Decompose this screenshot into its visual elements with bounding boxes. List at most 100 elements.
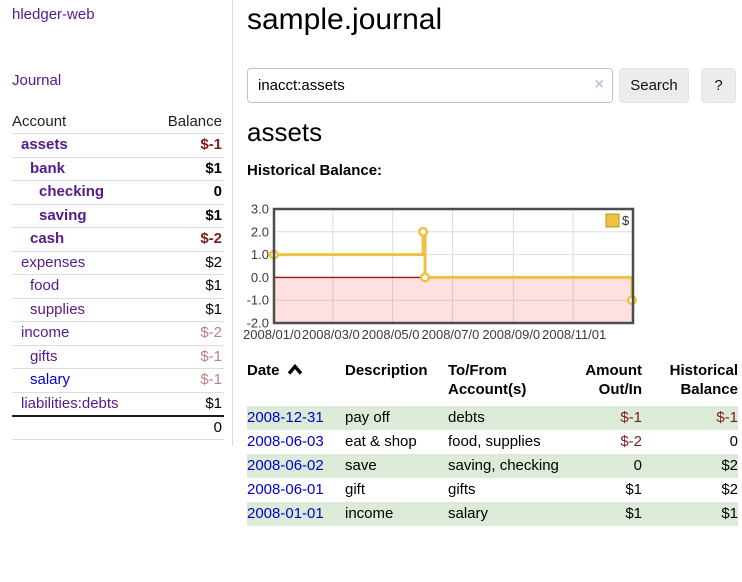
clear-search-icon[interactable]: × — [594, 76, 604, 93]
transaction-date-link[interactable]: 2008-06-02 — [247, 457, 324, 474]
transaction-row: 2008-06-01 gift gifts $1 $2 — [247, 478, 738, 502]
sidebar-item-journal[interactable]: Journal — [12, 72, 62, 89]
brand-link[interactable]: hledger-web — [12, 6, 95, 23]
account-balance: $2 — [205, 253, 222, 271]
account-row: gifts $-1 — [12, 345, 224, 369]
account-link-checking[interactable]: checking — [39, 183, 105, 201]
transaction-row: 2008-12-31 pay off debts $-1 $-1 — [247, 406, 738, 430]
account-row: income $-2 — [12, 321, 224, 346]
transaction-date-link[interactable]: 2008-01-01 — [247, 505, 324, 522]
account-balance: $-1 — [200, 136, 222, 154]
transaction-accounts: saving, checking — [448, 457, 559, 474]
svg-text:1.0: 1.0 — [251, 247, 269, 262]
account-link-cash[interactable]: cash — [30, 230, 65, 248]
transaction-balance: 0 — [729, 433, 738, 450]
balance-column-header: Balance — [167, 112, 222, 130]
transactions-table: Date Description To/From Account(s) Amou… — [247, 361, 738, 526]
transaction-amount: 0 — [633, 457, 642, 474]
column-header-accounts: To/From Account(s) — [448, 362, 527, 398]
search-form: × Search ? — [247, 68, 736, 103]
accounts-total-balance: 0 — [213, 418, 222, 436]
transaction-accounts: food, supplies — [448, 433, 541, 450]
svg-text:-1.0: -1.0 — [247, 293, 269, 308]
transaction-date-link[interactable]: 2008-12-31 — [247, 409, 324, 426]
transaction-accounts: gifts — [448, 481, 476, 498]
transaction-amount: $1 — [625, 505, 642, 522]
transaction-amount: $-1 — [620, 409, 642, 426]
svg-text:2008/07/0: 2008/07/0 — [422, 327, 480, 342]
account-heading: assets — [247, 117, 323, 147]
account-column-header: Account — [12, 112, 67, 130]
account-row: bank $1 — [12, 157, 224, 181]
transaction-row: 2008-01-01 income salary $1 $1 — [247, 502, 738, 526]
account-balance: $-1 — [200, 347, 222, 365]
main-content: sample.journal × Search ? assets Histori… — [243, 0, 742, 582]
account-balance: $1 — [205, 277, 222, 295]
svg-text:2008/05/0: 2008/05/0 — [362, 327, 420, 342]
transaction-amount: $-2 — [620, 433, 642, 450]
transaction-date-link[interactable]: 2008-06-03 — [247, 433, 324, 450]
transaction-accounts: salary — [448, 505, 489, 522]
transaction-row: 2008-06-03 eat & shop food, supplies $-2 0 — [247, 430, 738, 454]
account-balance: $1 — [205, 394, 222, 412]
svg-text:-2.0: -2.0 — [247, 316, 269, 331]
column-header-amount: Amount Out/In — [585, 362, 642, 398]
account-row: cash $-2 — [12, 227, 224, 252]
account-link-expenses[interactable]: expenses — [21, 253, 86, 271]
transaction-description: gift — [345, 481, 366, 498]
transaction-date-link[interactable]: 2008-06-01 — [247, 481, 324, 498]
account-link-liabilities-debts[interactable]: liabilities:debts — [21, 394, 119, 412]
transaction-description: income — [345, 505, 394, 522]
account-row: saving $1 — [12, 204, 224, 228]
svg-text:0.0: 0.0 — [251, 270, 269, 285]
account-row: supplies $1 — [12, 298, 224, 322]
transaction-description: eat & shop — [345, 433, 417, 450]
account-link-assets[interactable]: assets — [21, 136, 68, 154]
account-balance: $-2 — [200, 324, 222, 342]
transaction-description: save — [345, 457, 377, 474]
account-balance: $-1 — [200, 371, 222, 389]
transaction-amount: $1 — [625, 481, 642, 498]
account-link-income[interactable]: income — [21, 324, 70, 342]
account-row: liabilities:debts $1 — [12, 392, 224, 416]
account-row: expenses $2 — [12, 251, 224, 275]
account-row: food $1 — [12, 274, 224, 299]
column-header-date[interactable]: Date — [247, 361, 345, 406]
transaction-accounts: debts — [448, 409, 485, 426]
svg-text:2008/09/0: 2008/09/0 — [482, 327, 540, 342]
accounts-total-row: 0 — [12, 415, 224, 439]
sort-ascending-icon — [287, 363, 302, 375]
transaction-balance: $1 — [721, 505, 738, 522]
transaction-balance: $-1 — [716, 409, 738, 426]
account-link-bank[interactable]: bank — [30, 159, 66, 177]
search-input[interactable] — [247, 68, 613, 103]
svg-text:2008/11/01: 2008/11/01 — [542, 327, 606, 342]
account-link-saving[interactable]: saving — [39, 206, 87, 224]
column-header-historical-balance: Historical Balance — [669, 362, 738, 398]
historical-balance-chart: $3.0 2.0 1.0 0.0 -1.0 -2.0 2008/01/0 2008/03/0 2… — [243, 200, 647, 348]
transaction-balance: $2 — [721, 481, 738, 498]
transaction-row: 2008-06-02 save saving, checking 0 $2 — [247, 454, 738, 478]
account-link-salary[interactable]: salary — [30, 371, 71, 389]
account-row: checking 0 — [12, 180, 224, 205]
account-link-supplies[interactable]: supplies — [30, 300, 86, 318]
svg-text:2.0: 2.0 — [251, 224, 269, 239]
account-balance: $1 — [205, 159, 222, 177]
accounts-table-header: Account Balance — [12, 110, 224, 134]
account-balance: $1 — [205, 206, 222, 224]
svg-text:$: $ — [622, 213, 630, 228]
column-header-description: Description — [345, 362, 428, 379]
help-button[interactable]: ? — [701, 68, 736, 103]
account-link-gifts[interactable]: gifts — [30, 347, 58, 365]
chart-label: Historical Balance: — [247, 162, 383, 179]
transaction-balance: $2 — [721, 457, 738, 474]
svg-text:3.0: 3.0 — [251, 202, 269, 217]
page-title: sample.journal — [247, 3, 443, 36]
accounts-table: Account Balance assets $-1 bank $1 checking 0… — [12, 110, 224, 440]
account-balance: 0 — [213, 183, 222, 201]
search-button[interactable]: Search — [619, 68, 689, 103]
svg-text:2008/03/0: 2008/03/0 — [302, 327, 360, 342]
account-row: assets $-1 — [12, 133, 224, 158]
account-link-food[interactable]: food — [30, 277, 60, 295]
